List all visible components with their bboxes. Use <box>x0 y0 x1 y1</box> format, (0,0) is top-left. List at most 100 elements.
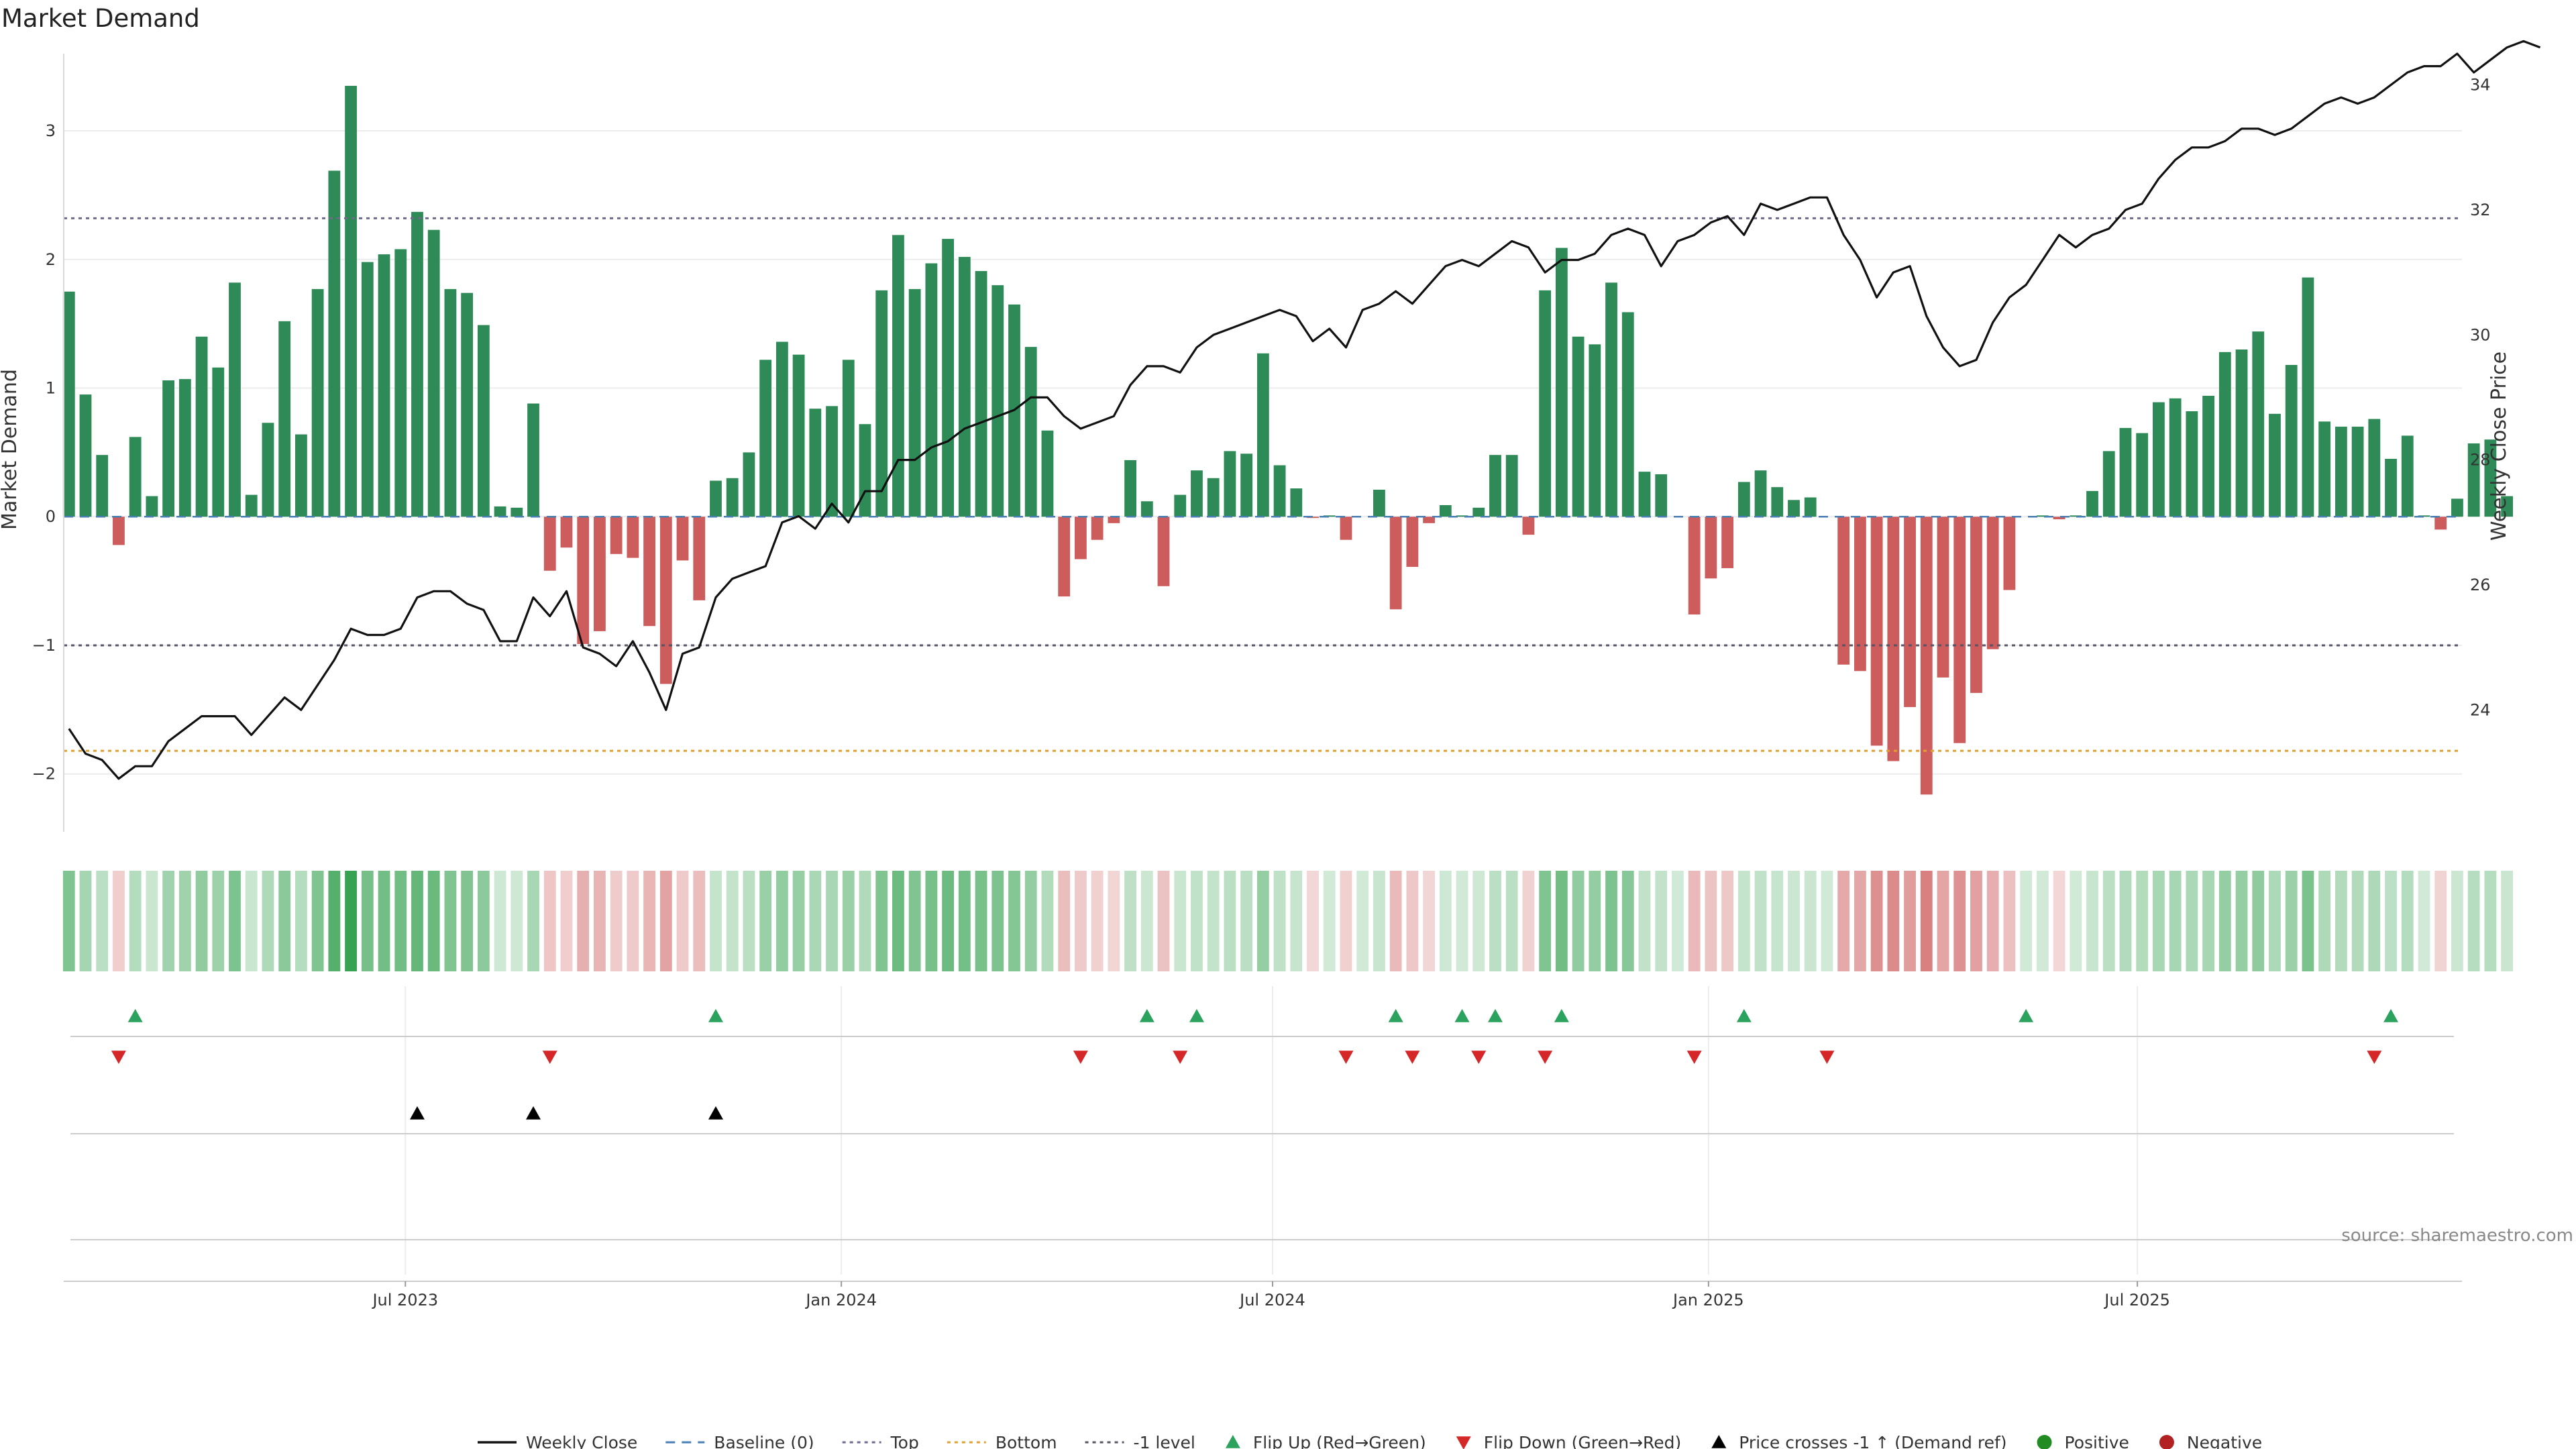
legend-label: Price crosses -1 ↑ (Demand ref) <box>1739 1433 2006 1449</box>
heat-cell <box>1124 871 1136 971</box>
demand-bar <box>792 354 805 517</box>
heat-cell <box>809 871 822 971</box>
heat-cell <box>1737 871 1750 971</box>
heat-cell <box>361 871 374 971</box>
demand-bar <box>2252 331 2265 517</box>
heat-cell <box>1655 871 1668 971</box>
heat-cell <box>345 871 357 971</box>
heat-cell <box>2235 871 2248 971</box>
heat-cell <box>1754 871 1767 971</box>
heat-cell <box>2368 871 2381 971</box>
reference-lines <box>64 217 2462 752</box>
heat-cell <box>1340 871 1352 971</box>
demand-bar <box>2418 515 2430 517</box>
heat-cell <box>245 871 258 971</box>
right-tick-label: 28 <box>2470 451 2491 470</box>
demand-bar <box>942 239 955 517</box>
heat-cell <box>2385 871 2397 971</box>
demand-bars <box>62 85 2514 795</box>
heat-cell <box>212 871 225 971</box>
heat-cell <box>2252 871 2265 971</box>
heat-cell <box>2036 871 2049 971</box>
heat-cell <box>842 871 855 971</box>
demand-bar <box>1224 451 1236 517</box>
heat-cell <box>178 871 191 971</box>
weekly-close-line <box>68 40 2541 780</box>
demand-bar <box>195 336 208 517</box>
demand-bar <box>1140 501 1153 517</box>
demand-bar <box>328 170 341 517</box>
heat-cell <box>1672 871 1684 971</box>
heat-cell <box>2153 871 2165 971</box>
heat-cell <box>1887 871 1900 971</box>
demand-bar <box>2451 498 2463 517</box>
right-axis-label: Weekly Close Price <box>2487 352 2511 541</box>
heat-cell <box>444 871 457 971</box>
demand-bar <box>1920 517 1933 795</box>
heat-cell <box>759 871 772 971</box>
demand-bar <box>2086 490 2098 517</box>
flip-up-marker <box>1454 1009 1470 1022</box>
heat-cell <box>511 871 523 971</box>
demand-bar <box>1456 515 1468 517</box>
heat-cell <box>1273 871 1286 971</box>
demand-bar <box>1058 517 1071 597</box>
left-tick-label: 1 <box>46 379 56 398</box>
main-gridlines <box>64 130 2462 1275</box>
flip-down-marker <box>1073 1051 1088 1064</box>
heat-cell <box>1240 871 1253 971</box>
demand-bar <box>494 506 506 517</box>
heat-cell <box>1290 871 1303 971</box>
heat-cell <box>1108 871 1120 971</box>
demand-bar <box>560 517 573 548</box>
heat-cell <box>726 871 739 971</box>
demand-bar <box>294 434 307 517</box>
demand-bar <box>1240 453 1253 517</box>
x-tick-label: Jul 2024 <box>1238 1291 1305 1309</box>
heat-cell <box>162 871 175 971</box>
legend-item: Price crosses -1 ↑ (Demand ref) <box>1711 1433 2007 1449</box>
demand-bar <box>1688 517 1701 614</box>
heat-cell <box>2302 871 2314 971</box>
demand-bar <box>1788 500 1800 517</box>
demand-bar <box>2501 496 2514 517</box>
heat-cell <box>2102 871 2115 971</box>
demand-bar <box>511 507 523 517</box>
demand-bar <box>1904 517 1916 708</box>
demand-bar <box>62 291 75 517</box>
demand-bar <box>1771 487 1784 517</box>
heat-cell <box>1256 871 1269 971</box>
demand-bar <box>1256 353 1269 517</box>
heat-cell <box>2003 871 2016 971</box>
heat-cell <box>627 871 639 971</box>
left-tick-label: 2 <box>46 250 56 269</box>
demand-bar <box>2334 427 2347 517</box>
heat-cell <box>942 871 955 971</box>
demand-bar <box>2467 443 2480 517</box>
heat-cell <box>2285 871 2298 971</box>
demand-bar <box>212 367 225 517</box>
right-tick-label: 24 <box>2470 700 2491 719</box>
demand-bar <box>1986 517 1999 649</box>
demand-bar <box>1605 282 1617 517</box>
heat-cell <box>826 871 838 971</box>
heat-cell <box>411 871 423 971</box>
heat-cell <box>2334 871 2347 971</box>
demand-bar <box>610 517 623 554</box>
legend-item: Bottom <box>947 1433 1057 1449</box>
heat-cell <box>792 871 805 971</box>
demand-bar <box>2119 427 2132 517</box>
demand-bar <box>659 517 672 684</box>
demand-bar <box>444 288 457 517</box>
demand-bar <box>1754 470 1767 517</box>
demand-bar <box>527 403 539 517</box>
heat-cell <box>1157 871 1170 971</box>
demand-bar <box>79 394 92 517</box>
demand-bar <box>1621 312 1634 517</box>
heat-cell <box>1837 871 1850 971</box>
demand-bar <box>925 263 938 517</box>
heat-cell <box>1472 871 1485 971</box>
demand-bar <box>361 262 374 517</box>
heat-cell <box>925 871 938 971</box>
heat-cell <box>328 871 341 971</box>
